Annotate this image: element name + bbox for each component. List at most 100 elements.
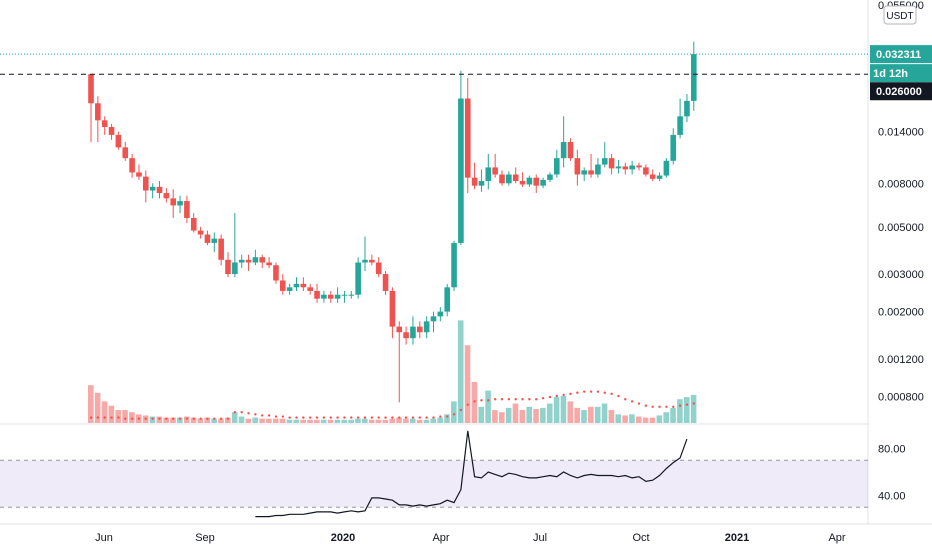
volume-ma-point — [685, 403, 689, 406]
candle[interactable] — [499, 170, 505, 186]
candle[interactable] — [129, 153, 135, 178]
candle[interactable] — [464, 77, 471, 194]
candle[interactable] — [369, 254, 375, 266]
candle[interactable] — [410, 316, 416, 345]
candle[interactable] — [300, 277, 307, 291]
candle[interactable] — [225, 252, 231, 278]
candle[interactable] — [341, 290, 348, 303]
candle[interactable] — [190, 213, 197, 233]
candle[interactable] — [691, 41, 697, 111]
candle[interactable] — [581, 167, 587, 182]
candle[interactable] — [252, 249, 259, 266]
candle[interactable] — [533, 174, 540, 194]
candle[interactable] — [382, 271, 389, 295]
candle[interactable] — [88, 74, 94, 143]
candle[interactable] — [629, 160, 635, 175]
candle[interactable] — [656, 172, 663, 182]
candle[interactable] — [266, 257, 272, 269]
candle[interactable] — [156, 181, 163, 199]
candle[interactable] — [259, 254, 266, 269]
candle[interactable] — [238, 254, 245, 269]
candle[interactable] — [184, 195, 190, 224]
candle[interactable] — [314, 283, 320, 303]
candle[interactable] — [437, 307, 444, 322]
candle[interactable] — [458, 70, 464, 246]
candle[interactable] — [492, 153, 498, 178]
candle[interactable] — [170, 189, 176, 218]
candle[interactable] — [403, 326, 409, 345]
candle[interactable] — [423, 316, 430, 339]
candle[interactable] — [684, 94, 690, 123]
candle[interactable] — [601, 142, 608, 168]
candle-body — [444, 287, 450, 312]
candle[interactable] — [293, 277, 300, 291]
candle[interactable] — [211, 232, 218, 253]
candle[interactable] — [417, 321, 423, 339]
candle[interactable] — [444, 283, 450, 317]
candle[interactable] — [149, 183, 156, 199]
candle[interactable] — [663, 158, 670, 178]
candle[interactable] — [560, 116, 567, 168]
candle[interactable] — [471, 162, 478, 190]
candle[interactable] — [177, 195, 183, 214]
candle[interactable] — [355, 257, 361, 299]
candle[interactable] — [670, 128, 677, 165]
candle[interactable] — [519, 172, 526, 187]
candle[interactable] — [643, 164, 649, 177]
candle[interactable] — [362, 236, 368, 272]
candle[interactable] — [334, 287, 341, 303]
candle[interactable] — [101, 116, 108, 135]
candle[interactable] — [526, 175, 533, 187]
candle[interactable] — [375, 257, 382, 278]
candle[interactable] — [218, 234, 224, 266]
candle[interactable] — [327, 290, 334, 303]
candle[interactable] — [136, 164, 142, 180]
candle-body — [197, 230, 204, 235]
candle[interactable] — [280, 274, 286, 295]
candle[interactable] — [554, 149, 560, 178]
candle[interactable] — [615, 159, 622, 174]
level-badge-bg — [870, 82, 932, 101]
candle[interactable] — [574, 149, 581, 186]
candle[interactable] — [245, 254, 252, 272]
candle[interactable] — [396, 321, 403, 403]
candle[interactable] — [478, 169, 485, 192]
candle[interactable] — [115, 131, 122, 150]
currency-badge[interactable]: USDT — [883, 5, 917, 25]
candle[interactable] — [286, 283, 293, 295]
candle[interactable] — [595, 158, 601, 178]
candle[interactable] — [389, 287, 396, 339]
candle[interactable] — [348, 290, 355, 299]
candle[interactable] — [163, 188, 170, 203]
candle[interactable] — [588, 153, 594, 178]
candle[interactable] — [321, 290, 327, 303]
candle[interactable] — [108, 123, 115, 140]
candle[interactable] — [608, 153, 615, 175]
volume-bar — [320, 419, 327, 423]
candle[interactable] — [567, 138, 574, 161]
candle[interactable] — [122, 142, 129, 161]
candle[interactable] — [143, 170, 149, 203]
candle-body — [266, 262, 272, 266]
currency-label: USDT — [886, 11, 913, 22]
candle[interactable] — [430, 311, 437, 333]
candle[interactable] — [204, 230, 211, 246]
candle[interactable] — [232, 213, 238, 278]
candle[interactable] — [506, 171, 512, 186]
candle[interactable] — [307, 283, 313, 295]
candle[interactable] — [636, 162, 642, 171]
candle[interactable] — [677, 98, 683, 139]
candle[interactable] — [95, 96, 101, 143]
candle[interactable] — [273, 262, 279, 284]
candle[interactable] — [649, 169, 656, 182]
candle[interactable] — [197, 226, 204, 239]
candle[interactable] — [451, 240, 457, 291]
candle[interactable] — [512, 167, 519, 184]
candle[interactable] — [622, 162, 629, 175]
time-axis: Jun Sep 2020 Apr Jul Oct 2021 Apr — [95, 532, 846, 544]
candle[interactable] — [547, 172, 553, 183]
candle[interactable] — [540, 177, 546, 189]
volume-ma-point — [630, 400, 634, 403]
candle[interactable] — [485, 153, 492, 190]
